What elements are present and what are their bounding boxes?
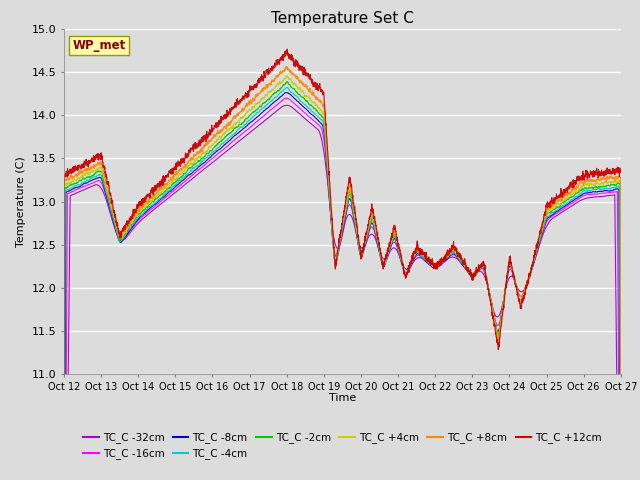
- Text: WP_met: WP_met: [72, 39, 125, 52]
- Y-axis label: Temperature (C): Temperature (C): [16, 156, 26, 247]
- X-axis label: Time: Time: [329, 394, 356, 403]
- Title: Temperature Set C: Temperature Set C: [271, 11, 414, 26]
- Legend: TC_C -32cm, TC_C -16cm, TC_C -8cm, TC_C -4cm, TC_C -2cm, TC_C +4cm, TC_C +8cm, T: TC_C -32cm, TC_C -16cm, TC_C -8cm, TC_C …: [79, 428, 606, 463]
